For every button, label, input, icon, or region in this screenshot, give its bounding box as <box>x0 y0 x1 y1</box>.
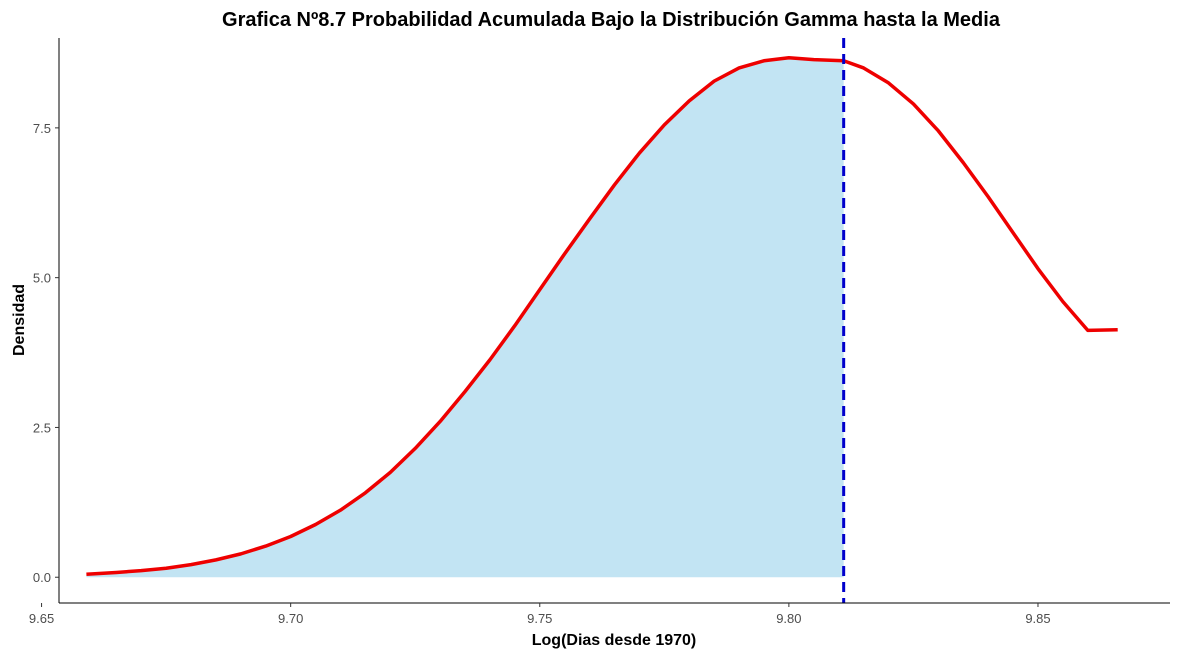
plot-area <box>86 38 1118 603</box>
x-axis-ticks: 9.65 9.70 9.75 9.80 9.85 <box>29 603 1051 626</box>
density-curve <box>86 56 1118 576</box>
x-tick-label: 9.65 <box>29 611 54 626</box>
cumulative-area <box>86 57 844 578</box>
y-tick-label: 2.5 <box>33 420 51 435</box>
x-tick-label: 9.85 <box>1025 611 1050 626</box>
x-axis-title: Log(Dias desde 1970) <box>532 632 697 649</box>
y-axis-ticks: 0.0 2.5 5.0 7.5 <box>33 121 59 585</box>
y-tick-label: 7.5 <box>33 121 51 136</box>
x-tick-label: 9.75 <box>527 611 552 626</box>
y-tick-label: 5.0 <box>33 271 51 286</box>
x-tick-label: 9.80 <box>776 611 801 626</box>
y-axis-title: Densidad <box>11 284 28 356</box>
x-tick-label: 9.70 <box>278 611 303 626</box>
chart-title: Grafica Nº8.7 Probabilidad Acumulada Baj… <box>222 9 1001 31</box>
y-tick-label: 0.0 <box>33 570 51 585</box>
